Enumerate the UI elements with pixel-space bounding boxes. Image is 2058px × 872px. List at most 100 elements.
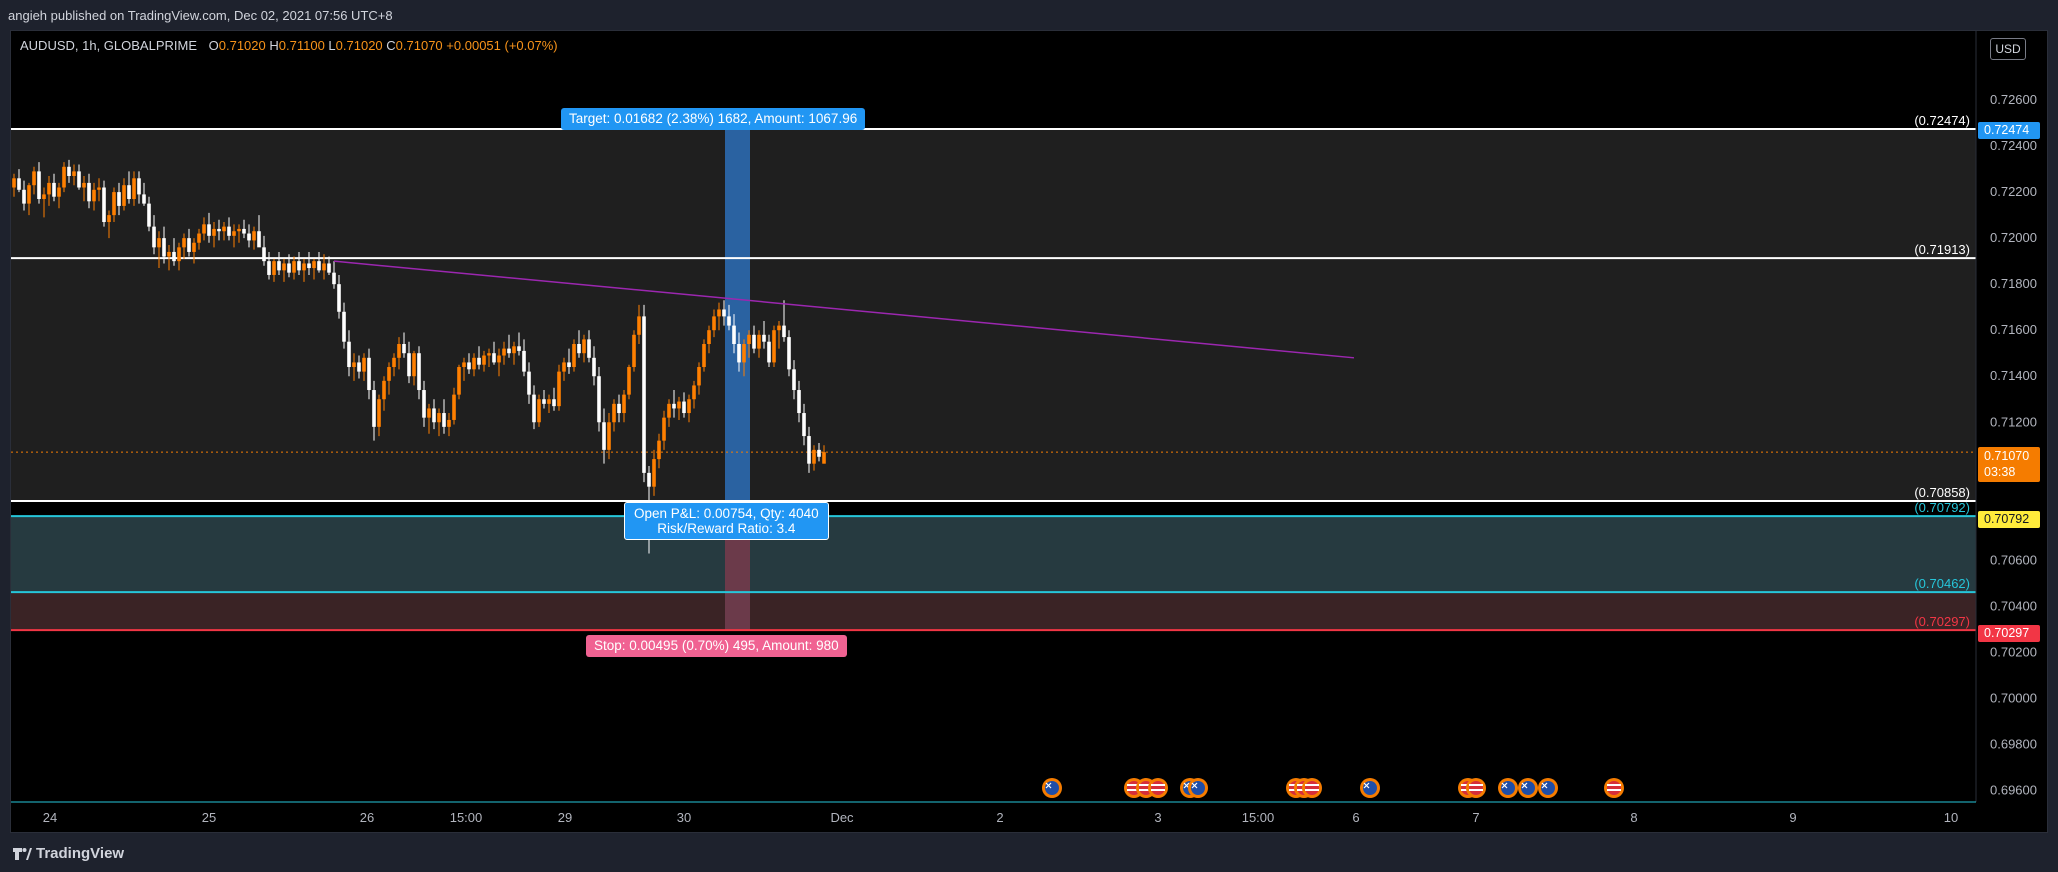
candle-body — [132, 178, 136, 200]
symbol-label[interactable]: AUDUSD, 1h, GLOBALPRIME — [20, 38, 197, 53]
y-tick-label: 0.70000 — [1990, 690, 2037, 705]
candle-body — [537, 399, 541, 423]
candle-body — [627, 367, 631, 395]
candle-body — [782, 325, 786, 338]
candle-body — [347, 341, 351, 368]
candle-body — [432, 408, 436, 423]
horizontal-level-label: (0.70462) — [1914, 576, 1970, 591]
candle-body — [772, 330, 776, 363]
candle-body — [677, 401, 681, 409]
candle-body — [367, 357, 371, 391]
candle-body — [37, 171, 41, 200]
range-background — [11, 129, 1976, 501]
target-label[interactable]: Target: 0.01682 (2.38%) 1682, Amount: 10… — [561, 108, 866, 130]
candle-body — [507, 348, 511, 354]
trendline[interactable] — [333, 260, 1355, 359]
candle-body — [392, 357, 396, 368]
horizontal-level-label: (0.71913) — [1914, 242, 1970, 257]
candle-body — [22, 189, 26, 204]
stop-zone — [11, 592, 1976, 631]
candle-body — [777, 325, 781, 331]
open-pnl-label[interactable]: Open P&L: 0.00754, Qty: 4040 Risk/Reward… — [624, 502, 829, 540]
candle-body — [222, 226, 226, 232]
candle-body — [357, 362, 361, 372]
candle-body — [242, 228, 246, 234]
candle-body — [287, 263, 291, 273]
open-label: O — [208, 38, 219, 53]
candle-body — [757, 334, 761, 349]
candle-body — [652, 459, 656, 487]
candle-body — [42, 194, 46, 200]
us-flag-stripe-icon — [1127, 784, 1141, 786]
candle-body — [472, 357, 476, 370]
candle-body — [482, 355, 486, 365]
candle-body — [572, 344, 576, 368]
candle-body — [217, 228, 221, 232]
candle-body — [362, 357, 366, 372]
x-tick-label: 10 — [1944, 810, 1958, 825]
candle-body — [227, 226, 231, 236]
price-chart[interactable]: (0.72474) (0.71913) (0.70858)(0.70792) (0.7… — [0, 0, 2058, 836]
au-flag-cross-icon — [1363, 782, 1370, 789]
candle-body — [452, 394, 456, 420]
candle-body — [237, 228, 241, 232]
candle-body — [167, 251, 171, 257]
candle-body — [607, 422, 611, 450]
us-flag-stripe-icon — [1305, 784, 1319, 786]
candle-body — [622, 394, 626, 414]
live-price-tag: 0.71070 03:38 — [1978, 447, 2040, 482]
risk-reward-line: Risk/Reward Ratio: 3.4 — [657, 521, 796, 536]
candle-body — [707, 330, 711, 345]
us-flag-stripe-icon — [1151, 789, 1165, 791]
candle-body — [487, 353, 491, 356]
low-label: L — [328, 38, 336, 53]
us-flag-stripe-icon — [1305, 789, 1319, 791]
footer-brand[interactable]: TradingView — [36, 845, 125, 862]
stop-label[interactable]: Stop: 0.00495 (0.70%) 495, Amount: 980 — [586, 635, 847, 657]
ohlc-legend: AUDUSD, 1h, GLOBALPRIME O0.71020 H0.7110… — [20, 38, 558, 53]
currency-button[interactable]: USD — [1990, 38, 2026, 60]
horizontal-level-label: (0.72474) — [1914, 113, 1970, 128]
candle-body — [422, 390, 426, 418]
candle-body — [147, 203, 151, 227]
candle-body — [547, 399, 551, 404]
demand-zone — [11, 516, 1976, 593]
candle-body — [762, 334, 766, 342]
candle-body — [442, 413, 446, 427]
au-flag-inner-icon — [1191, 781, 1205, 795]
candle-body — [532, 394, 536, 423]
candle-body — [592, 357, 596, 377]
candle-body — [712, 316, 716, 331]
us-flag-stripe-icon — [1607, 789, 1621, 791]
candle-body — [317, 261, 321, 271]
candle-body — [697, 367, 701, 386]
candle-body — [342, 311, 346, 342]
candle-body — [587, 339, 591, 358]
target-price-tag: 0.72474 — [1978, 122, 2040, 139]
au-flag-inner-icon — [1363, 781, 1377, 795]
us-flag-inner-icon — [1469, 781, 1483, 795]
x-tick-label: 24 — [43, 810, 57, 825]
us-flag-stripe-icon — [1469, 789, 1483, 791]
tradingview-logo-icon[interactable] — [12, 846, 32, 862]
high-value: 0.71100 — [278, 38, 325, 53]
candle-body — [67, 166, 71, 176]
candle-body — [252, 231, 256, 241]
candle-body — [577, 344, 581, 354]
candle-body — [172, 251, 176, 262]
candle-body — [352, 362, 356, 368]
candle-body — [112, 192, 116, 216]
au-flag-inner-icon — [1501, 781, 1515, 795]
candle-body — [582, 339, 586, 354]
candle-body — [647, 472, 651, 487]
x-tick-label: 25 — [202, 810, 216, 825]
x-tick-label: 8 — [1630, 810, 1637, 825]
au-flag-cross-icon — [1191, 782, 1198, 789]
candle-body — [307, 263, 311, 269]
candle-body — [97, 187, 101, 190]
candle-body — [702, 344, 706, 368]
candle-body — [202, 224, 206, 234]
candle-body — [157, 238, 161, 248]
au-flag-inner-icon — [1541, 781, 1555, 795]
candle-body — [752, 334, 756, 349]
